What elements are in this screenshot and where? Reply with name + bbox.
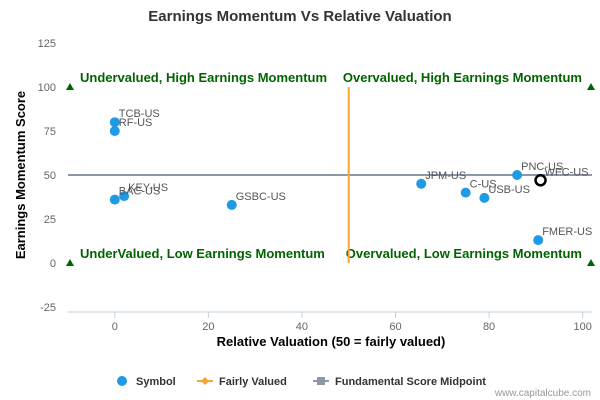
x-tick-label: 60 <box>389 321 401 333</box>
data-point[interactable] <box>416 178 427 189</box>
data-point-label: BAC-US <box>119 186 161 198</box>
data-point-label: WFC-US <box>545 166 589 178</box>
data-point-label: JPM-US <box>425 170 466 182</box>
y-tick-label: 125 <box>38 38 56 50</box>
corner-triangle-marker <box>66 83 74 90</box>
data-point[interactable] <box>226 199 237 210</box>
data-point-label: USB-US <box>488 184 530 196</box>
y-tick-label: -25 <box>40 302 56 314</box>
data-point-label: RF-US <box>119 117 153 129</box>
y-tick-label: 50 <box>44 170 56 182</box>
data-point-label: KEY-US <box>128 182 168 194</box>
data-point[interactable] <box>533 235 544 246</box>
corner-triangle-marker <box>587 259 595 266</box>
y-tick-label: 75 <box>44 126 56 138</box>
y-tick-label: 25 <box>44 214 56 226</box>
legend-midpoint-label: Fundamental Score Midpoint <box>335 376 486 388</box>
data-point[interactable] <box>512 170 523 180</box>
data-point-label: PNC-US <box>521 161 563 173</box>
y-axis-title: Earnings Momentum Score <box>13 91 28 259</box>
x-tick-label: 80 <box>483 321 495 333</box>
legend-symbol-marker <box>117 376 127 386</box>
legend: Symbol Fairly Valued Fundamental Score Mid… <box>117 376 486 388</box>
data-point-label: GSBC-US <box>236 191 286 203</box>
x-tick-label: 20 <box>202 321 214 333</box>
quadrant-label-top-right: Overvalued, High Earnings Momentum <box>343 70 582 85</box>
corner-triangle-marker <box>587 83 595 90</box>
legend-fairly-valued-marker <box>201 377 209 385</box>
data-point-label: FMER-US <box>542 226 592 238</box>
x-axis-title: Relative Valuation (50 = fairly valued) <box>217 334 446 349</box>
x-tick-label: 40 <box>296 321 308 333</box>
quadrant-label-top-left: Undervalued, High Earnings Momentum <box>80 70 327 85</box>
quadrant-label-bottom-left: UnderValued, Low Earnings Momentum <box>80 246 325 261</box>
legend-symbol-label: Symbol <box>136 376 176 388</box>
x-tick-label: 0 <box>112 321 118 333</box>
y-tick-label: 100 <box>38 82 56 94</box>
data-point[interactable] <box>109 126 120 136</box>
x-tick-label: 100 <box>573 321 591 333</box>
corner-triangle-marker <box>66 259 74 266</box>
data-point-label: C-US <box>470 179 497 191</box>
data-point[interactable] <box>109 194 120 205</box>
quadrant-label-bottom-right: Overvalued, Low Earnings Momentum <box>346 246 582 261</box>
data-point[interactable] <box>479 192 490 203</box>
data-point[interactable] <box>460 187 471 198</box>
legend-fairly-valued-label: Fairly Valued <box>219 376 287 388</box>
data-point[interactable] <box>119 191 130 202</box>
data-point-label: TCB-US <box>119 108 160 120</box>
data-point-highlighted[interactable] <box>534 174 547 187</box>
legend-midpoint-marker <box>317 377 325 385</box>
y-tick-label: 0 <box>50 258 56 270</box>
data-point[interactable] <box>109 117 120 128</box>
chart-title: Earnings Momentum Vs Relative Valuation <box>148 8 451 25</box>
credit-text: www.capitalcube.com <box>494 388 591 399</box>
